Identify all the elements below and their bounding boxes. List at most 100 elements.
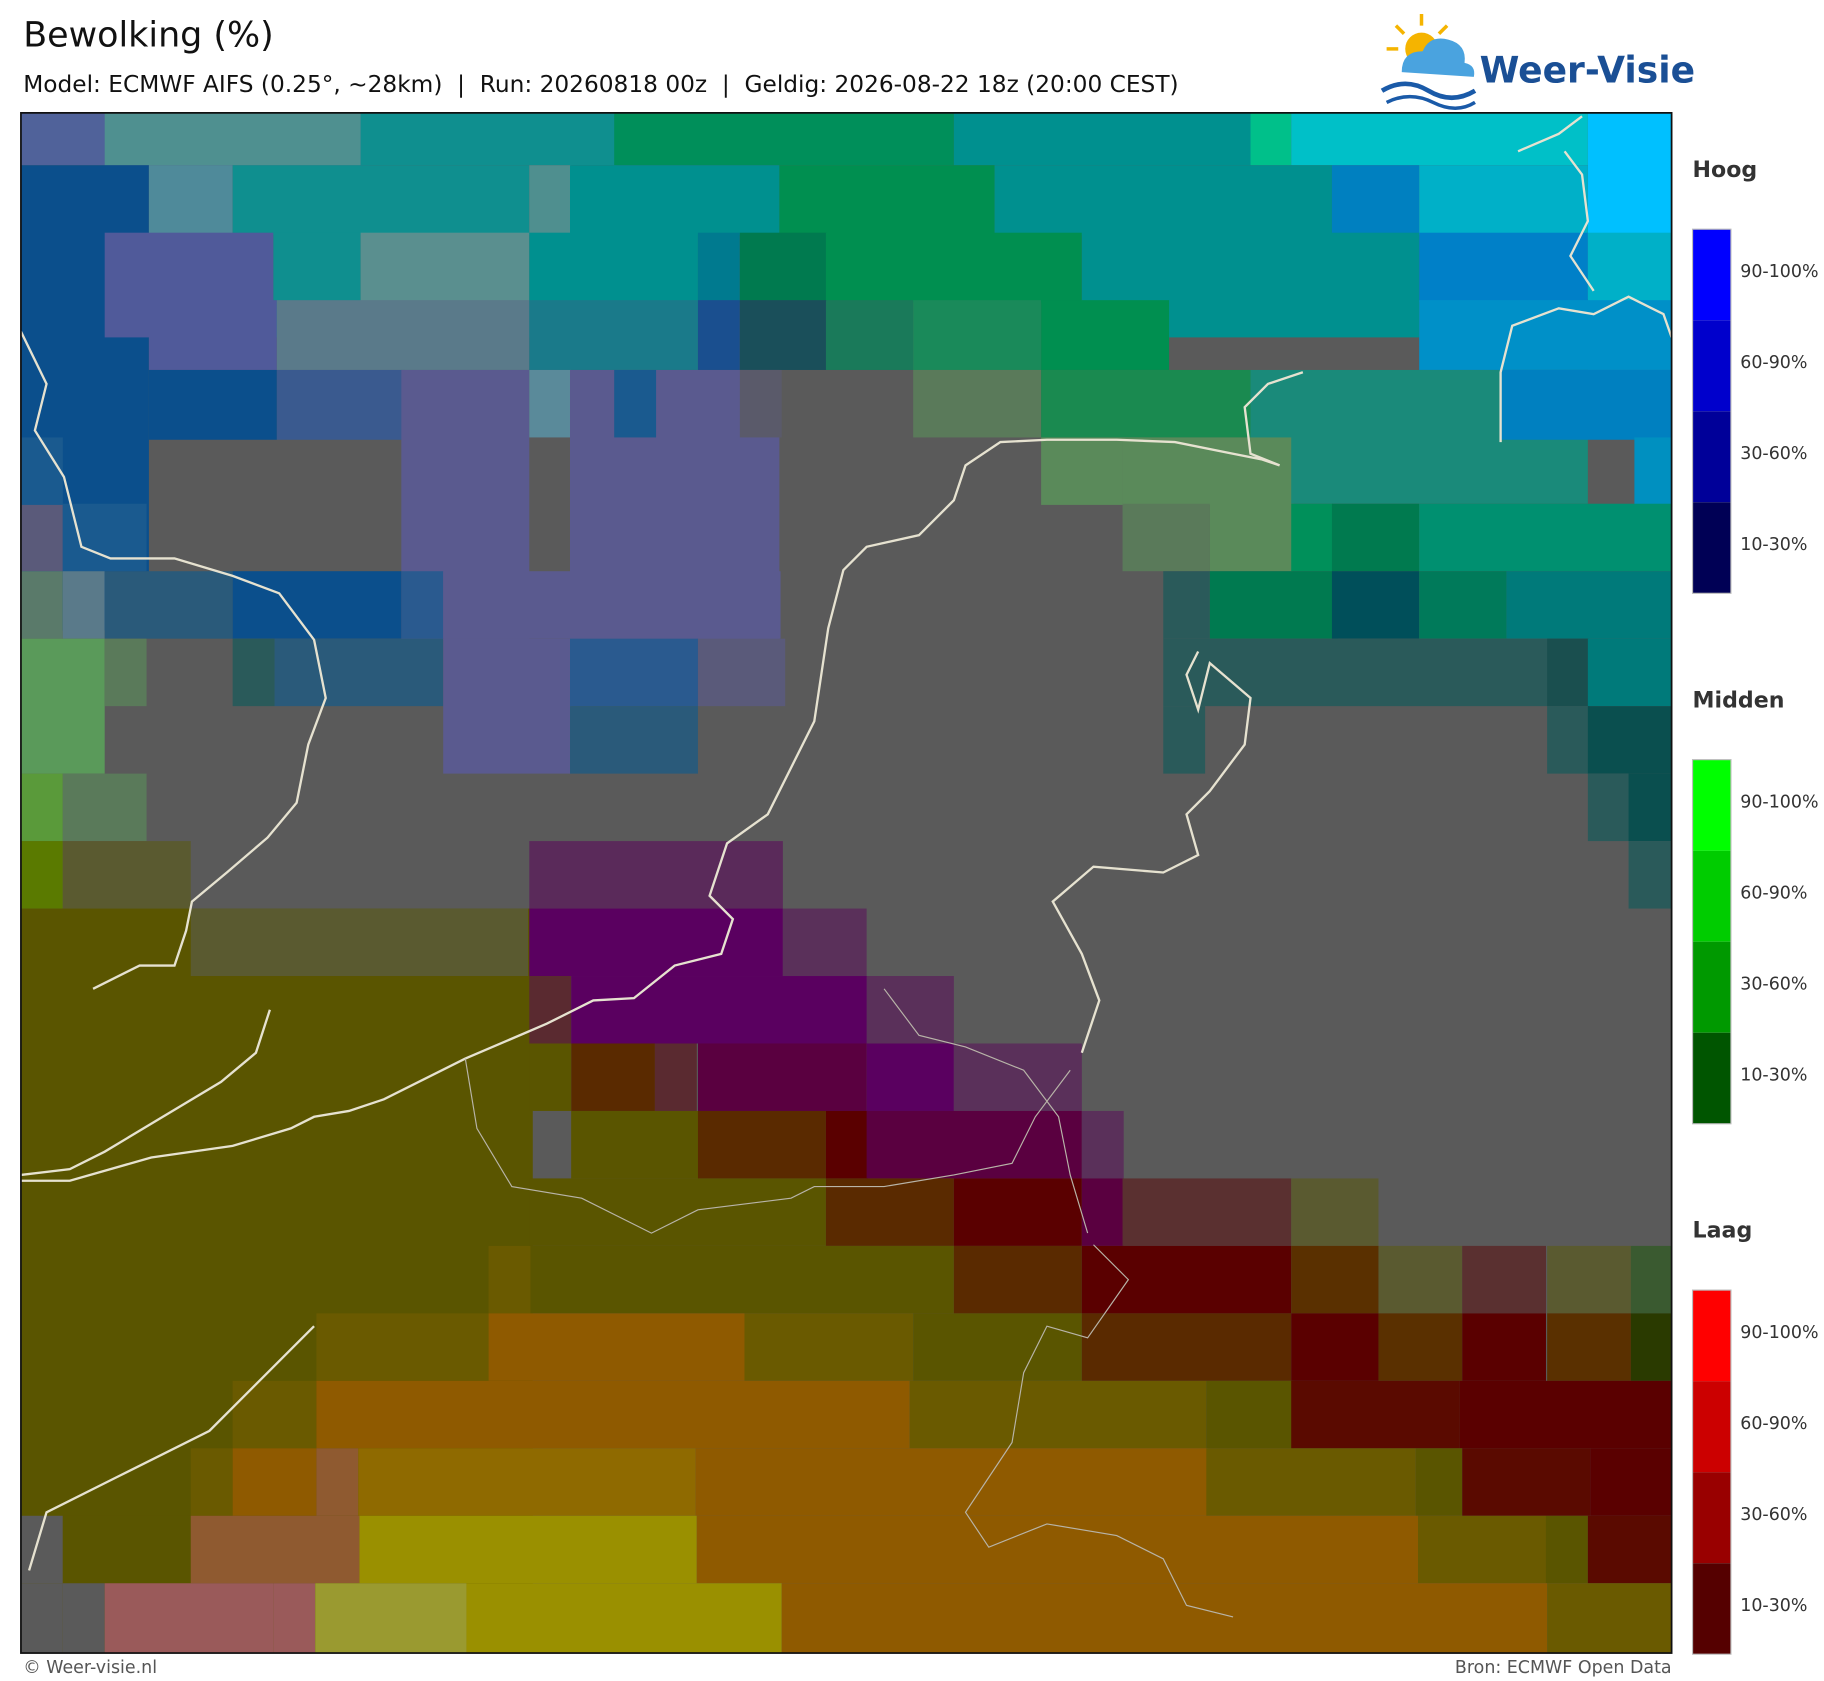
map-cell bbox=[825, 1178, 954, 1246]
map-cell bbox=[571, 1110, 700, 1179]
legend-label: 60-90% bbox=[1740, 883, 1807, 903]
legend-label: 10-30% bbox=[1740, 1065, 1807, 1085]
legend-swatch bbox=[1692, 1381, 1731, 1473]
map-cell bbox=[1378, 1245, 1463, 1314]
legend-label: 90-100% bbox=[1740, 262, 1818, 282]
map-cell bbox=[316, 1380, 910, 1449]
map-cell bbox=[359, 1515, 697, 1584]
map-cell bbox=[190, 908, 529, 977]
legend-swatch bbox=[1692, 1472, 1731, 1564]
map-cell bbox=[1462, 1448, 1591, 1516]
map-cell bbox=[1500, 369, 1672, 440]
map-cell bbox=[20, 571, 63, 639]
map-cell bbox=[1634, 437, 1672, 505]
map-cell bbox=[190, 1515, 360, 1584]
map-cell bbox=[529, 300, 698, 370]
map-cell bbox=[529, 165, 572, 236]
map-cell bbox=[994, 165, 1332, 236]
map-cell bbox=[909, 1380, 1207, 1449]
map-cell bbox=[1587, 773, 1630, 842]
map-cell bbox=[1041, 369, 1251, 438]
map-cell bbox=[866, 1110, 1082, 1179]
map-cell bbox=[1209, 503, 1294, 572]
map-cell bbox=[62, 1583, 105, 1654]
map-cell bbox=[1209, 571, 1338, 639]
coastline bbox=[20, 1009, 271, 1177]
map bbox=[20, 112, 1672, 1654]
map-cell bbox=[695, 1448, 1208, 1516]
map-cell bbox=[1419, 571, 1507, 639]
map-cell bbox=[782, 908, 867, 977]
coastline bbox=[20, 331, 327, 990]
map-cell bbox=[1378, 1313, 1463, 1381]
map-cell bbox=[1291, 1313, 1379, 1381]
map-cell bbox=[20, 638, 105, 774]
legend-label: 10-30% bbox=[1740, 1596, 1807, 1616]
map-cell bbox=[529, 976, 572, 1044]
legend-title: Hoog bbox=[1693, 157, 1758, 183]
map-cell bbox=[866, 1043, 954, 1111]
legend: Hoog 90-100% 60-90% 30-60% 10-30% Midden 90-10… bbox=[1691, 157, 1819, 1655]
map-cell bbox=[1291, 1178, 1379, 1246]
logo: Weer-Visie bbox=[1380, 13, 1695, 110]
map-cell bbox=[1547, 706, 1590, 774]
map-cell bbox=[953, 1245, 1082, 1314]
map-cell bbox=[1628, 773, 1672, 842]
legend-swatch bbox=[1692, 941, 1731, 1033]
legend-label: 10-30% bbox=[1740, 535, 1807, 555]
map-cell bbox=[866, 976, 954, 1044]
map-cell bbox=[1331, 503, 1420, 572]
map-cell bbox=[781, 1583, 1548, 1654]
map-cell bbox=[1545, 1515, 1588, 1584]
map-cell bbox=[62, 1515, 191, 1584]
map-cell bbox=[360, 112, 617, 166]
map-cell bbox=[953, 1178, 1082, 1246]
legend-swatch bbox=[1692, 1563, 1731, 1655]
map-cell bbox=[913, 300, 1042, 370]
map-cell bbox=[953, 1043, 1082, 1111]
map-cell bbox=[825, 232, 1082, 303]
map-cell bbox=[1291, 503, 1334, 572]
legend-frame bbox=[1691, 228, 1732, 594]
map-cell bbox=[697, 300, 740, 370]
map-cell bbox=[825, 1110, 868, 1179]
map-cell bbox=[148, 165, 233, 236]
legend-swatch bbox=[1692, 1290, 1731, 1382]
map-cell bbox=[466, 1583, 782, 1654]
map-cell bbox=[1547, 638, 1590, 707]
map-cell bbox=[1163, 638, 1588, 707]
legend-swatch bbox=[1692, 411, 1731, 503]
map-cell bbox=[316, 1448, 359, 1516]
map-cell bbox=[913, 369, 1042, 438]
map-cell bbox=[488, 1245, 531, 1314]
map-cell bbox=[274, 638, 444, 707]
coastline bbox=[1517, 115, 1595, 292]
map-cell bbox=[1041, 300, 1170, 370]
map-cell bbox=[953, 112, 1251, 166]
map-cell bbox=[1462, 1313, 1546, 1381]
map-cell bbox=[1122, 1178, 1292, 1246]
map-cell bbox=[697, 638, 786, 707]
map-cell bbox=[1547, 1245, 1631, 1314]
map-cell bbox=[697, 1043, 867, 1111]
map-cell bbox=[1163, 571, 1210, 639]
map-cell bbox=[1081, 1110, 1124, 1179]
map-cell bbox=[62, 571, 105, 639]
map-cell bbox=[1419, 232, 1588, 303]
map-cell bbox=[913, 1313, 1082, 1381]
map-cell bbox=[1587, 706, 1672, 774]
border-line bbox=[964, 1244, 1234, 1618]
map-cell bbox=[1590, 1448, 1672, 1516]
map-cell bbox=[1122, 503, 1210, 572]
legend-frame bbox=[1691, 1289, 1732, 1655]
map-cell bbox=[1462, 1245, 1546, 1314]
map-cell bbox=[1419, 300, 1672, 370]
map-cell bbox=[1630, 1313, 1672, 1381]
map-cell bbox=[1206, 1448, 1416, 1516]
map-cell bbox=[529, 908, 783, 977]
legend-swatch bbox=[1692, 320, 1731, 412]
legend-swatch bbox=[1692, 1032, 1731, 1124]
logo-text: Weer-Visie bbox=[1480, 50, 1695, 92]
